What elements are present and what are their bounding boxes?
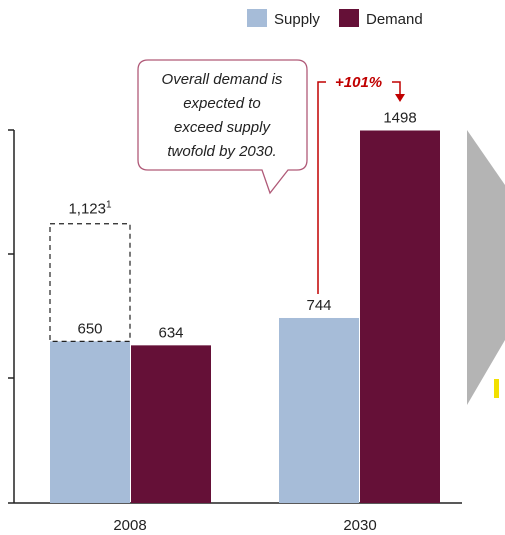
bar-demand-2030 xyxy=(360,130,440,504)
legend-label-demand: Demand xyxy=(366,11,423,28)
bars xyxy=(50,130,440,504)
x-tick-label-2008: 2008 xyxy=(113,517,146,534)
bar-supply-2030 xyxy=(279,317,359,503)
legend-swatch-demand xyxy=(339,9,359,27)
legend-swatch-supply xyxy=(247,9,267,27)
x-tick-label-2030: 2030 xyxy=(343,517,376,534)
bar-supply-2008 xyxy=(50,341,130,503)
data-label-demand-2030: 1498 xyxy=(383,109,416,126)
dashed-total-box xyxy=(49,223,131,342)
chevron-arrow-icon xyxy=(467,130,505,405)
callout-line-3: exceed supply xyxy=(174,119,271,136)
data-label-supply-2008: 650 xyxy=(77,320,102,337)
callout-line-1: Overall demand is xyxy=(162,71,283,88)
data-label-demand-2008: 634 xyxy=(158,324,183,341)
growth-arrow-icon xyxy=(395,94,405,102)
legend: Supply Demand xyxy=(247,9,423,28)
callout: Overall demand is expected to exceed sup… xyxy=(137,59,308,195)
bar-demand-2008 xyxy=(131,345,211,503)
callout-line-4: twofold by 2030. xyxy=(167,143,276,160)
legend-label-supply: Supply xyxy=(274,11,320,28)
y-axis xyxy=(8,129,15,504)
callout-line-2: expected to xyxy=(183,95,261,112)
data-label-supply-2030: 744 xyxy=(306,297,331,314)
dashed-total-label: 1,1231 xyxy=(68,200,112,218)
growth-bracket: +101% xyxy=(317,74,405,294)
growth-label: +101% xyxy=(335,74,382,91)
yellow-marker xyxy=(494,379,499,398)
